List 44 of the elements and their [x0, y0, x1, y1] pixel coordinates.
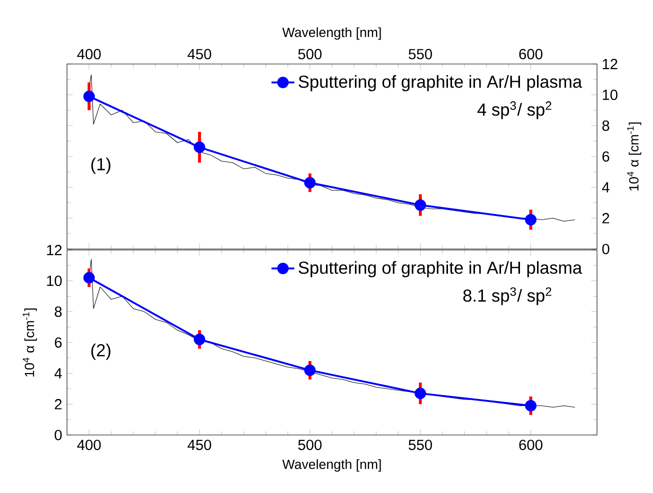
y-tick-label: 4: [54, 368, 62, 378]
y-tick-label: 0: [54, 430, 62, 440]
y-tick-label: 0: [602, 244, 610, 254]
point: [525, 214, 536, 226]
legend-label: Sputtering of graphite in Ar/H plasma: [298, 261, 582, 278]
x-tick-label: 400: [77, 48, 101, 60]
point: [304, 176, 316, 188]
y-tick-label: 6: [54, 337, 62, 348]
x-tick-label: 450: [188, 48, 212, 60]
point: [525, 400, 536, 412]
y-tick-label: 6: [602, 151, 610, 162]
x-axis-title: Wavelength [nm]: [282, 459, 381, 472]
x-tick-label: 600: [519, 48, 542, 60]
x-tick-label: 550: [408, 440, 432, 450]
y-tick-label: 10: [602, 90, 618, 100]
x-axis-title: Wavelength [nm]: [282, 27, 381, 40]
point: [414, 199, 426, 211]
y-tick-label: 2: [602, 213, 610, 224]
y-tick-label: 8: [54, 306, 62, 317]
x-tick-label: 450: [188, 440, 212, 450]
y-axis-title: 10$^{4}$ α [cm$^{-1}$]: [627, 122, 642, 190]
y-tick-label: 8: [602, 120, 610, 131]
annotation: (2): [91, 344, 110, 360]
x-tick-label: 600: [519, 440, 542, 450]
x-tick-label: 400: [77, 440, 101, 450]
point: [83, 90, 95, 102]
point: [304, 364, 316, 376]
point: [194, 334, 206, 346]
y-tick-label: 12: [602, 58, 618, 70]
legend-label: Sputtering of graphite in Ar/H plasma: [298, 75, 582, 92]
y-tick-label: 12: [47, 244, 62, 256]
x-tick-label: 550: [408, 48, 432, 60]
point: [414, 388, 426, 400]
x-tick-label: 500: [298, 440, 322, 450]
annotation: (1): [91, 158, 110, 174]
y-tick-label: 4: [602, 182, 610, 192]
annotation: 4 sp$^{3}$/ sp$^{2}$: [477, 101, 552, 120]
x-tick-label: 500: [298, 48, 322, 60]
annotation: 8.1 sp$^{3}$/ sp$^{2}$: [463, 287, 552, 306]
y-tick-label: 2: [54, 399, 62, 410]
point: [83, 272, 95, 284]
y-axis-title: 10$^{4}$ α [cm$^{-1}$]: [22, 308, 37, 376]
y-tick-label: 10: [47, 276, 62, 286]
point: [194, 142, 206, 153]
